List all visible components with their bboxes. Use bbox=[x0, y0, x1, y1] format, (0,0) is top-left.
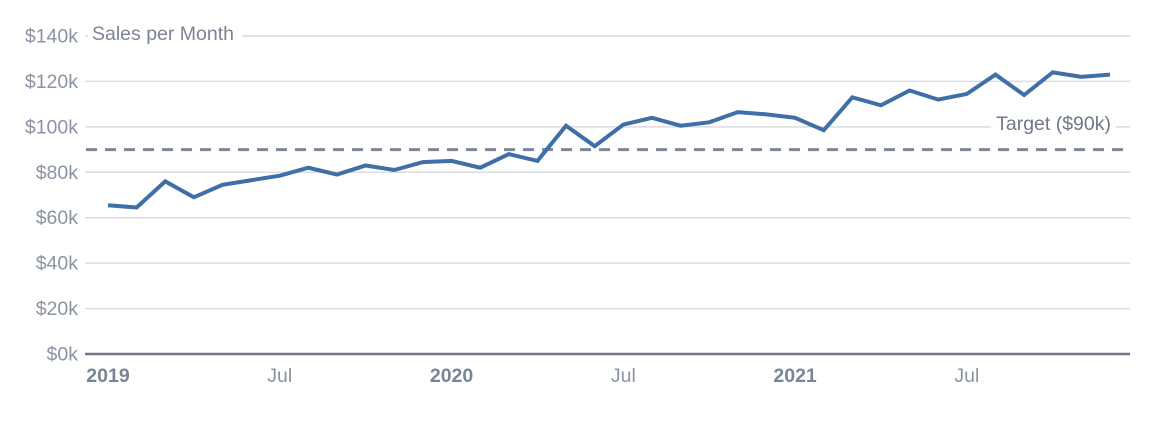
y-tick-label: $20k bbox=[36, 298, 79, 320]
x-tick-label: 2020 bbox=[430, 365, 474, 387]
target-line-label: Target ($90k) bbox=[991, 110, 1116, 138]
x-tick-label: Jul bbox=[267, 365, 292, 387]
y-tick-label: $120k bbox=[25, 71, 78, 93]
y-tick-label: $80k bbox=[36, 162, 79, 184]
y-tick-label: $0k bbox=[47, 344, 79, 366]
y-tick-label: $100k bbox=[25, 116, 78, 138]
y-tick-label: $140k bbox=[25, 26, 78, 48]
x-tick-label: Jul bbox=[954, 365, 979, 387]
sales-line bbox=[107, 70, 1111, 210]
x-tick-label: 2019 bbox=[86, 365, 130, 387]
x-tick-label: 2021 bbox=[773, 365, 817, 387]
chart-title: Sales per Month bbox=[88, 20, 242, 48]
x-tick-label: Jul bbox=[611, 365, 636, 387]
y-tick-label: $60k bbox=[36, 207, 79, 229]
y-tick-label: $40k bbox=[36, 253, 79, 275]
